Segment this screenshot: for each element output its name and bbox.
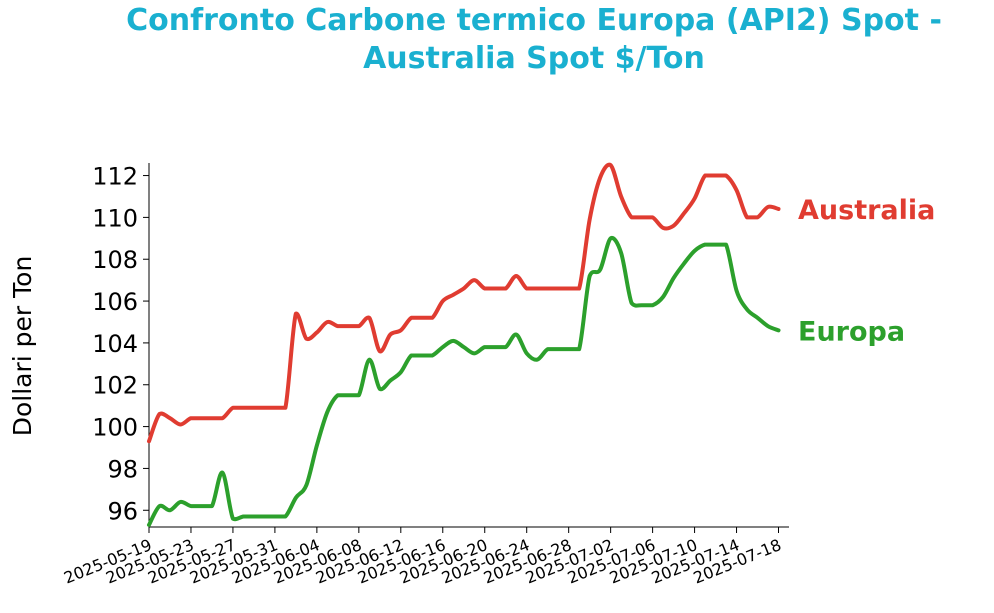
chart-title-line-2: Australia Spot $/Ton bbox=[363, 41, 705, 76]
y-tick-label: 100 bbox=[92, 414, 138, 442]
series-label-australia: Australia bbox=[798, 195, 935, 226]
y-tick-label: 110 bbox=[92, 204, 138, 232]
series-lines bbox=[147, 162, 781, 527]
series-labels: Australia Europa bbox=[798, 195, 935, 347]
chart-title: Confronto Carbone termico Europa (API2) … bbox=[0, 2, 994, 78]
y-tick-label: 106 bbox=[92, 288, 138, 316]
y-tick-label: 108 bbox=[92, 246, 138, 274]
y-tick-label: 96 bbox=[107, 497, 138, 525]
series-label-europa: Europa bbox=[798, 316, 905, 347]
series-line-europa bbox=[147, 236, 781, 527]
y-tick-label: 104 bbox=[92, 330, 138, 358]
chart-title-line-1: Confronto Carbone termico Europa (API2) … bbox=[126, 3, 942, 38]
y-tick-label: 98 bbox=[107, 455, 138, 483]
series-line-australia bbox=[147, 162, 781, 444]
y-axis-label: Dollari per Ton bbox=[8, 256, 37, 437]
y-tick-label: 102 bbox=[92, 372, 138, 400]
y-tick-label: 112 bbox=[92, 163, 138, 191]
axes: 96981001021041061081101122025-05-192025-… bbox=[61, 163, 789, 588]
